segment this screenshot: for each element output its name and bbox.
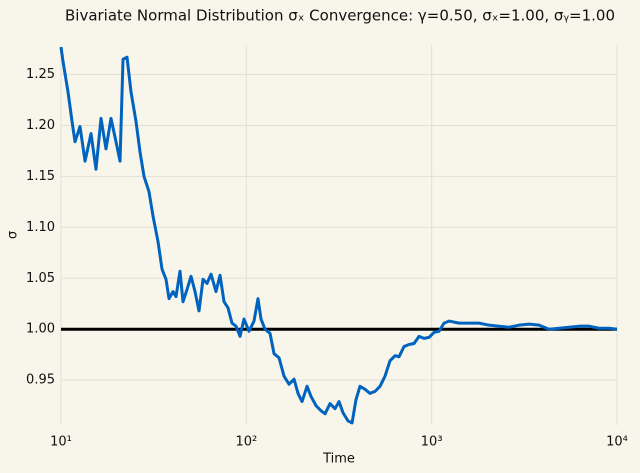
y-axis-label: σ [6,231,21,239]
x-tick-label: 10³ [421,435,443,450]
y-tick-label: 1.05 [26,271,55,286]
data-line [59,46,618,425]
y-tick-label: 0.95 [26,373,55,388]
y-tick-label: 1.20 [26,118,55,133]
x-tick-label: 10⁴ [606,435,628,450]
y-tick-label: 1.10 [26,220,55,235]
y-tick-label: 1.00 [26,322,55,337]
chart-title: Bivariate Normal Distribution σₓ Converg… [65,7,615,25]
y-tick-label: 1.15 [26,169,55,184]
x-tick-label: 10¹ [50,435,72,450]
x-tick-label: 10² [235,435,257,450]
y-tick-label: 1.25 [26,67,55,82]
x-axis-label: Time [322,452,355,467]
